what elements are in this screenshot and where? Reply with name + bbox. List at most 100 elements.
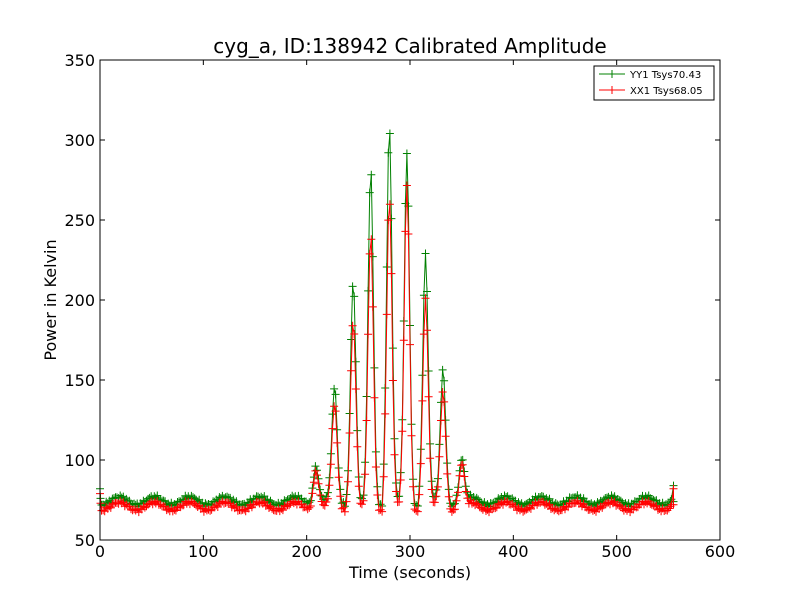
data-point [427, 485, 436, 494]
legend-marker-yy1 [608, 70, 616, 78]
x-tick-label: 500 [601, 542, 632, 561]
data-point [488, 505, 497, 514]
data-point [339, 503, 348, 512]
data-point [308, 489, 317, 498]
data-point [437, 416, 445, 425]
data-point [323, 494, 332, 503]
data-point [368, 302, 377, 311]
data-point [409, 482, 418, 491]
data-point [398, 427, 407, 436]
data-point [392, 487, 401, 496]
data-point [336, 492, 345, 501]
data-point [357, 500, 366, 509]
data-point [406, 340, 414, 349]
x-tick-label: 100 [188, 542, 219, 561]
y-tick-label: 150 [64, 371, 95, 390]
y-axis-label: Power in Kelvin [41, 239, 60, 360]
data-point [364, 330, 373, 339]
data-point [370, 393, 379, 402]
data-point [384, 148, 393, 157]
data-point [313, 471, 321, 480]
data-point [384, 216, 393, 225]
data-point [596, 502, 605, 511]
data-point [333, 438, 342, 447]
data-point [351, 385, 360, 393]
data-point [415, 490, 424, 499]
series-layer [96, 129, 678, 517]
data-point [413, 507, 422, 516]
data-point [440, 376, 449, 385]
data-point [616, 502, 625, 511]
x-axis-label: Time (seconds) [348, 563, 471, 582]
data-point [430, 498, 439, 507]
data-point [354, 482, 363, 491]
data-point [331, 390, 340, 399]
y-tick-label: 100 [64, 451, 95, 470]
data-point [385, 129, 394, 138]
data-point [407, 431, 416, 440]
chart-title: cyg_a, ID:138942 Calibrated Amplitude [213, 34, 606, 58]
data-point [306, 502, 315, 510]
data-point [452, 496, 461, 505]
data-point [348, 321, 357, 330]
data-point [347, 335, 356, 344]
data-point [344, 477, 352, 486]
data-point [364, 286, 373, 295]
data-point [423, 287, 431, 296]
data-point [348, 282, 357, 291]
data-point [316, 491, 325, 499]
data-point [156, 500, 165, 509]
data-point [328, 424, 337, 433]
data-point [314, 479, 323, 488]
data-point [388, 376, 397, 385]
data-point [399, 336, 408, 345]
data-point [322, 498, 331, 506]
axes-layer: 0 100 200 300 400 500 600 50 100 150 200 250 300 350 [64, 51, 735, 561]
data-point [382, 310, 391, 319]
data-point [325, 481, 334, 490]
x-tick-label: 0 [95, 542, 105, 561]
data-point [347, 366, 356, 375]
data-point [395, 497, 404, 506]
data-point [365, 188, 374, 197]
data-point [491, 504, 500, 513]
data-point [390, 450, 399, 459]
data-point [350, 292, 359, 301]
data-point [350, 330, 359, 338]
data-point [320, 501, 329, 510]
data-point [587, 504, 596, 513]
data-point [353, 442, 362, 451]
data-point [359, 496, 368, 505]
data-point [345, 429, 354, 437]
data-point [418, 396, 427, 405]
data-point [309, 478, 318, 487]
data-point [367, 235, 376, 244]
data-point [424, 392, 433, 401]
data-point [441, 432, 450, 441]
data-point [433, 482, 442, 491]
data-point [373, 491, 382, 499]
data-point [218, 497, 227, 506]
data-point [416, 459, 425, 468]
data-point [669, 484, 678, 493]
data-point [460, 472, 469, 481]
data-point [106, 503, 115, 512]
legend: YY1 Tsys70.43 XX1 Tsys68.05 [593, 65, 715, 101]
data-point [449, 505, 458, 514]
y-tick-label: 200 [64, 291, 95, 310]
data-point [418, 371, 427, 380]
data-point [376, 505, 385, 514]
data-point [402, 149, 411, 158]
data-point [421, 294, 430, 303]
data-point [340, 507, 349, 516]
legend-marker-xx1 [608, 86, 616, 94]
data-point [342, 497, 351, 506]
data-point [454, 488, 463, 497]
data-point [331, 407, 340, 416]
data-point [438, 365, 447, 374]
data-point [330, 402, 339, 411]
legend-label-xx1: XX1 Tsys68.05 [630, 86, 703, 97]
data-point [379, 472, 388, 481]
data-point [450, 505, 459, 514]
